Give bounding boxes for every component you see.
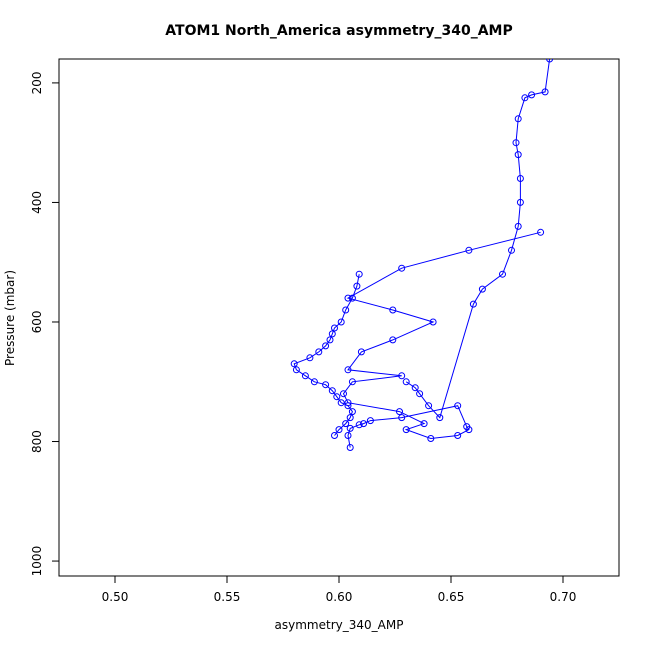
data-point <box>425 402 433 410</box>
y-tick-label: 400 <box>30 191 44 214</box>
data-point <box>402 426 410 434</box>
data-point <box>290 360 298 368</box>
data-point <box>328 330 336 338</box>
data-point <box>389 336 397 344</box>
data-point <box>306 354 314 362</box>
data-point <box>366 417 374 425</box>
data-point <box>420 420 428 428</box>
data-point <box>331 432 338 439</box>
data-point <box>516 175 524 182</box>
data-point <box>335 426 343 434</box>
data-point <box>344 432 352 439</box>
data-point <box>331 324 338 332</box>
data-point <box>346 414 354 422</box>
data-point <box>465 426 473 434</box>
data-point <box>346 444 354 451</box>
x-tick-label: 0.70 <box>550 590 577 604</box>
data-point <box>292 366 300 374</box>
data-point <box>342 420 350 428</box>
y-tick-label: 1000 <box>30 546 44 577</box>
data-point <box>357 348 365 356</box>
data-point <box>546 59 554 63</box>
series-line <box>342 231 541 448</box>
data-point <box>514 222 522 230</box>
x-axis-label: asymmetry_340_AMP <box>275 618 404 632</box>
data-point <box>337 318 345 326</box>
series-1 <box>340 228 545 451</box>
data-point <box>514 151 522 159</box>
series-3 <box>402 59 554 422</box>
data-point <box>454 432 462 439</box>
data-point <box>340 390 347 398</box>
data-point <box>337 399 345 407</box>
data-point <box>512 139 520 147</box>
data-point <box>322 381 330 389</box>
data-point <box>454 402 462 410</box>
series-line <box>293 274 360 436</box>
data-point <box>310 378 318 386</box>
y-tick-label: 200 <box>30 71 44 94</box>
data-point <box>411 384 419 392</box>
data-point <box>429 318 437 326</box>
data-point <box>521 94 529 102</box>
x-tick-label: 0.50 <box>102 590 129 604</box>
data-point <box>478 285 486 293</box>
data-point <box>398 264 406 272</box>
data-point <box>396 408 403 416</box>
data-point <box>342 306 350 314</box>
y-tick-label: 600 <box>30 311 44 334</box>
data-point <box>427 435 435 442</box>
y-axis-label: Pressure (mbar) <box>3 270 17 366</box>
x-tick-label: 0.65 <box>438 590 465 604</box>
data-point <box>344 294 352 302</box>
data-point <box>541 88 549 96</box>
data-point <box>355 421 363 429</box>
x-tick-label: 0.55 <box>214 590 241 604</box>
plot-frame <box>58 58 620 577</box>
data-point <box>344 402 352 410</box>
x-axis: 0.50 0.55 0.60 0.65 0.70 <box>102 575 577 604</box>
series-layer <box>290 59 554 451</box>
data-point <box>348 408 356 416</box>
data-point <box>436 414 444 422</box>
data-point <box>348 378 356 386</box>
data-point <box>355 270 363 278</box>
series-2 <box>290 270 363 439</box>
data-point <box>348 294 356 302</box>
data-point <box>389 306 397 314</box>
data-point <box>398 372 406 380</box>
data-point <box>346 424 354 432</box>
data-point <box>465 246 473 254</box>
y-axis: 200 400 600 800 1000 <box>30 71 60 577</box>
data-point <box>416 390 424 398</box>
data-point <box>398 414 406 422</box>
data-point <box>322 342 330 350</box>
plot-area <box>290 59 554 451</box>
data-point <box>499 270 506 278</box>
data-point <box>537 228 545 236</box>
data-point <box>360 420 368 428</box>
chart-title: ATOM1 North_America asymmetry_340_AMP <box>165 23 512 39</box>
data-point <box>402 378 410 386</box>
data-point <box>469 300 477 308</box>
data-point <box>528 91 536 99</box>
data-point <box>344 366 352 374</box>
data-point <box>508 246 515 254</box>
data-point <box>516 198 524 206</box>
series-line <box>405 59 551 419</box>
y-tick-label: 800 <box>30 430 44 453</box>
data-point <box>315 348 323 356</box>
data-point <box>326 336 334 344</box>
data-point <box>514 115 522 123</box>
data-point <box>353 282 361 290</box>
data-point <box>333 393 341 401</box>
data-point <box>301 372 309 380</box>
data-point <box>328 387 336 395</box>
x-tick-label: 0.60 <box>326 590 353 604</box>
